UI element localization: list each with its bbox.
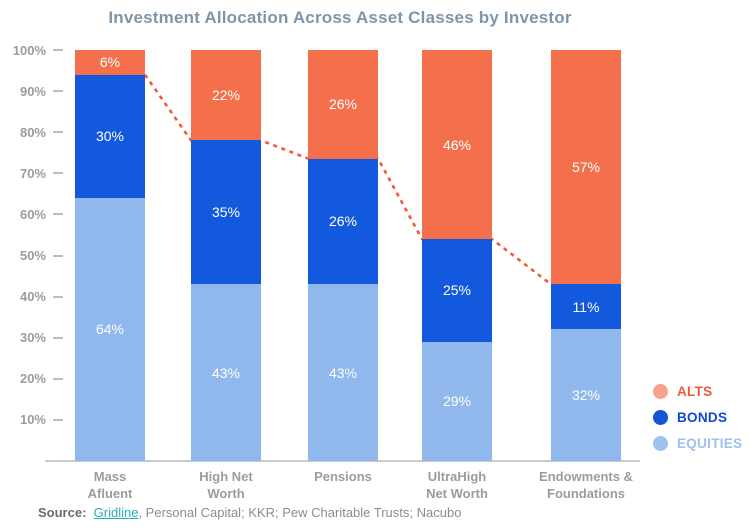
segment-value-label: 26% [328,213,358,230]
y-tick-60: 60% [0,206,63,222]
bar-pensions: 26% 26% 43% [308,50,378,461]
x-axis-baseline [45,460,640,462]
chart-title: Investment Allocation Across Asset Class… [108,8,572,27]
y-tick-mark [53,90,63,93]
segment-equities: 64% [75,197,145,461]
y-tick-10: 10% [0,412,63,428]
x-label-ultrahigh-net-worth: UltraHigh Net Worth [426,469,488,501]
y-tick-mark [53,131,63,134]
y-tick-label: 60% [19,206,46,222]
bar-endowments-foundations: 57% 11% 32% [551,50,621,461]
segment-bonds: 11% [551,284,621,330]
segment-alts: 46% [422,50,492,240]
segment-value-label: 32% [571,387,601,404]
y-tick-label: 10% [19,412,46,428]
legend-dot-equities [653,436,668,451]
y-tick-label: 50% [19,248,46,263]
x-label-pensions: Pensions [314,469,372,484]
y-tick-label: 20% [19,371,46,387]
segment-bonds: 35% [191,140,261,285]
y-tick-70: 70% [0,165,63,181]
source-prefix: Source: [38,505,87,520]
y-tick-40: 40% [0,289,63,305]
y-tick-100: 100% [0,42,63,58]
legend-item-bonds: BONDS [653,410,742,425]
y-tick-mark [53,377,63,380]
y-tick-label: 100% [12,42,46,58]
y-tick-50: 50% [0,248,63,264]
legend-item-equities: EQUITIES [653,436,742,451]
segment-value-label: 25% [442,282,472,299]
segment-alts: 26% [308,50,378,159]
y-tick-label: 90% [19,83,46,99]
y-tick-20: 20% [0,371,63,387]
y-tick-mark [53,418,63,421]
y-tick-30: 30% [0,330,63,346]
segment-value-label: 22% [211,87,241,104]
legend: ALTS BONDS EQUITIES [653,384,742,451]
y-tick-mark [53,254,63,257]
source-rest: , Personal Capital; KKR; Pew Charitable … [138,505,462,520]
y-tick-mark [53,49,63,51]
y-tick-mark [53,336,63,339]
legend-dot-bonds [653,410,668,425]
segment-equities: 43% [191,284,261,461]
segment-equities: 43% [308,284,378,461]
legend-label: ALTS [677,384,713,399]
bar-high-net-worth: 22% 35% 43% [191,50,261,461]
segment-value-label: 11% [572,298,600,315]
segment-value-label: 35% [211,204,241,221]
segment-value-label: 43% [211,364,241,381]
y-tick-label: 40% [19,289,46,305]
segment-alts: 6% [75,50,145,75]
y-tick-label: 30% [19,330,46,346]
y-tick-mark [53,213,63,216]
segment-alts: 22% [191,50,261,141]
bar-mass-afluent: 6% 30% 64% [75,50,145,461]
segment-equities: 29% [422,341,492,461]
segment-value-label: 30% [95,128,125,145]
x-label-high-net-worth: High Net Worth [199,469,253,501]
segment-bonds: 25% [422,239,492,342]
y-tick-mark [53,172,63,175]
segment-bonds: 26% [308,158,378,285]
segment-value-label: 46% [442,136,472,153]
bar-ultrahigh-net-worth: 46% 25% 29% [422,50,492,461]
x-label-endowments-foundations: Endowments & Foundations [539,469,633,501]
x-label-mass-afluent: Mass Afluent [87,469,133,501]
legend-label: EQUITIES [677,436,743,451]
legend-dot-alts [653,384,668,399]
legend-label: BONDS [677,410,728,425]
segment-value-label: 26% [328,96,358,113]
source-link-gridline[interactable]: Gridline [93,505,139,520]
segment-value-label: 29% [442,393,472,410]
segment-value-label: 6% [99,54,121,71]
segment-value-label: 57% [571,159,601,176]
segment-equities: 32% [551,329,621,461]
legend-item-alts: ALTS [653,384,742,399]
segment-value-label: 43% [328,364,358,381]
y-tick-label: 80% [19,124,46,140]
source-line: Source: Gridline, Personal Capital; KKR;… [38,505,461,520]
segment-alts: 57% [551,50,621,285]
y-tick-90: 90% [0,83,63,99]
y-tick-80: 80% [0,124,63,140]
segment-value-label: 64% [95,321,125,338]
y-tick-mark [53,295,63,298]
y-tick-label: 70% [19,165,46,181]
segment-bonds: 30% [75,74,145,198]
